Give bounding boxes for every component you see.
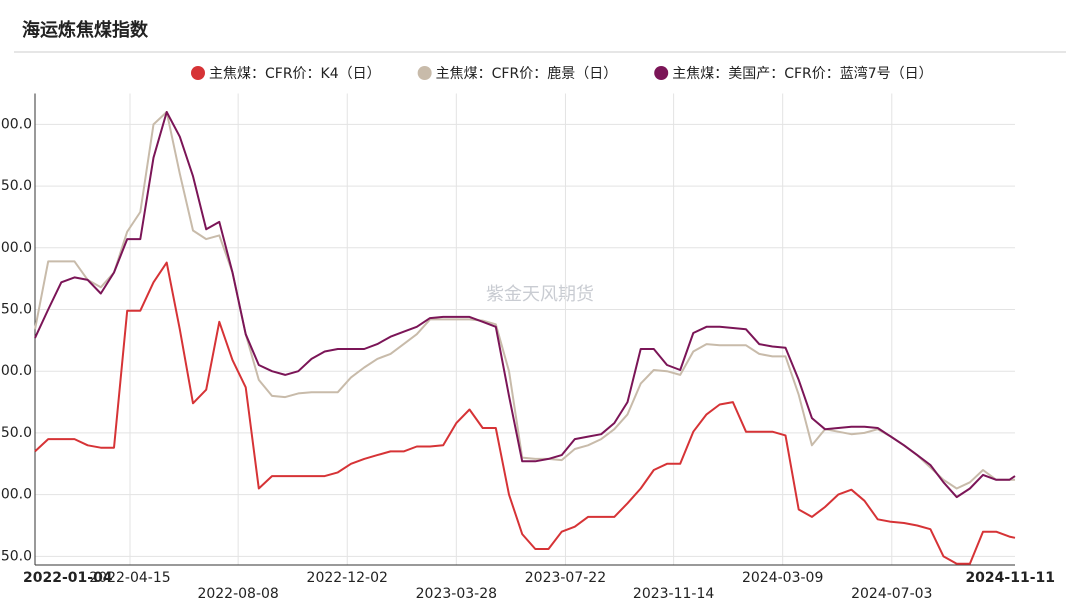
y-tick-label: 400.0 [0,240,32,256]
series-line [34,261,1016,565]
x-tick-label: 2023-07-22 [525,570,606,586]
x-tick-label: 2022-04-15 [89,570,170,586]
series-line [34,111,1015,490]
legend-marker [654,66,669,80]
series-line [34,111,1016,499]
x-tick-label: 2022-08-08 [197,586,278,602]
legend-label: 主焦煤：CFR价：K4（日） [209,66,381,82]
y-tick-label: 500.0 [0,116,32,132]
watermark: 紫金天风期货 [486,284,594,305]
y-tick-label: 300.0 [0,363,32,379]
y-tick-label: 450.0 [0,178,32,194]
y-tick-label: 350.0 [0,302,32,318]
y-tick-label: 200.0 [0,487,32,503]
x-tick-label: 2023-11-14 [633,586,714,602]
legend-label: 主焦煤：美国产：CFR价：蓝湾7号（日） [672,65,932,82]
x-tick-label: 2024-11-11 [965,570,1055,586]
legend-label: 主焦煤：CFR价：鹿景（日） [436,65,618,82]
x-tick-label: 2022-01-04 [23,570,113,586]
y-tick-label: 250.0 [0,425,32,441]
legend-marker [191,66,205,80]
x-tick-label: 2024-03-09 [742,570,823,586]
x-tick-label: 2024-07-03 [851,586,932,602]
x-tick-label: 2023-03-28 [416,586,497,602]
x-tick-label: 2022-12-02 [307,570,388,586]
y-tick-label: 150.0 [0,548,32,564]
chart-title: 海运炼焦煤指数 [22,19,149,41]
legend-marker [417,66,432,80]
